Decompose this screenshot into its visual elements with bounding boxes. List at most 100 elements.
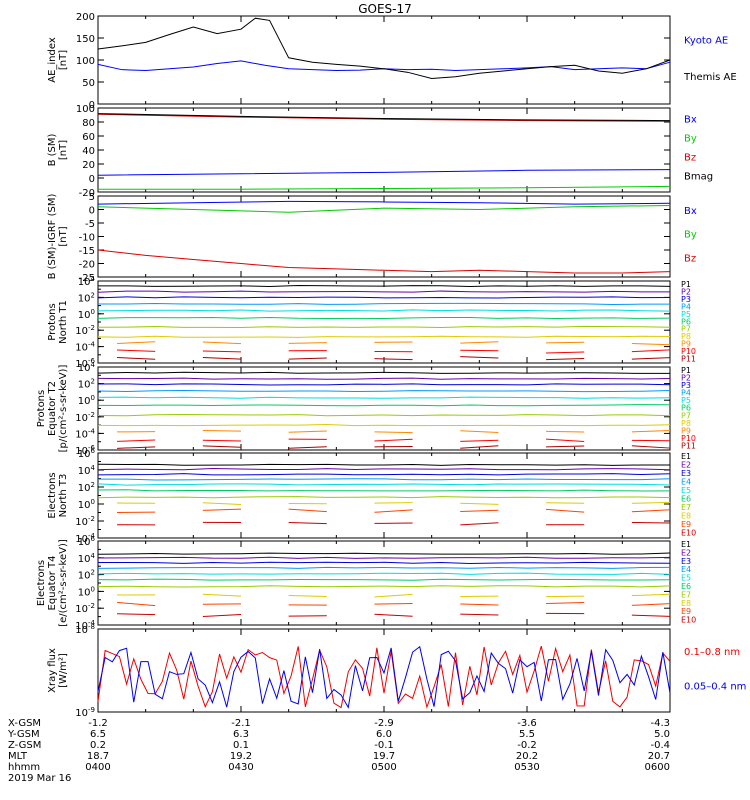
footer-value: 20.2 <box>516 751 538 762</box>
y-tick-exponent: -4 <box>88 341 96 349</box>
legend-entry: Themis AE <box>683 72 737 83</box>
channel-line-E5 <box>97 572 671 575</box>
y-axis-label-line: B (SM) <box>47 133 58 166</box>
footer-value: 5.5 <box>519 729 535 740</box>
legend-channel: P7 <box>681 325 691 334</box>
y-tick-label: 104 <box>78 361 96 374</box>
y-tick-exponent: -2 <box>88 602 95 610</box>
channel-segment-E8 <box>546 502 585 504</box>
channel-segment-P10 <box>117 349 156 352</box>
footer-value: -0.4 <box>650 740 670 751</box>
channel-line-P8 <box>97 335 671 338</box>
legend-entry: Bmag <box>684 172 713 183</box>
y-tick-label: 10-4 <box>75 427 95 440</box>
channel-segment-P9 <box>631 430 671 433</box>
channel-segment-E10 <box>288 522 327 525</box>
footer-date: 2019 Mar 16 <box>8 773 71 784</box>
y-axis-label-line: [W/m²] <box>58 653 69 688</box>
ephemeris-footer: X-GSM -1.2 -2.1 -2.9 -3.6 -4.3 Y-GSM 6.5 6.3 6.0 5… <box>7 718 670 784</box>
y-tick-label: 0 <box>89 100 95 111</box>
panel-frame <box>97 15 671 105</box>
channel-segment-P9 <box>631 343 671 346</box>
channel-segment-E9 <box>374 509 413 513</box>
channel-segment-E8 <box>288 595 327 598</box>
y-axis-label-line: [nT] <box>58 226 69 246</box>
channel-segment-P9 <box>546 341 585 344</box>
legend-channel: E7 <box>681 590 691 599</box>
channel-segment-E10 <box>631 614 671 617</box>
footer-value: 0500 <box>371 762 396 773</box>
legend-channel: P10 <box>681 434 696 443</box>
footer-row-label: X-GSM <box>8 718 41 729</box>
y-tick-label: 200 <box>76 12 95 23</box>
y-tick-label: 100 <box>78 308 95 321</box>
y-tick-exponent: -2 <box>88 411 95 419</box>
channel-segment-P10 <box>117 439 156 442</box>
legend-channel: E10 <box>681 529 696 538</box>
y-tick-label: 5 <box>89 192 95 203</box>
channel-segment-E8 <box>374 593 413 598</box>
y-tick-label: 104 <box>78 464 96 477</box>
channel-segment-P10 <box>546 351 585 354</box>
y-tick-label: -5 <box>85 219 95 230</box>
legend-channel: P2 <box>681 374 691 383</box>
footer-row-label: MLT <box>8 751 28 762</box>
channel-segment-P11 <box>546 357 585 361</box>
y-axis-label-line: North T1 <box>58 300 69 344</box>
y-tick-exponent: -4 <box>88 532 96 540</box>
legend-channel: E7 <box>681 503 691 512</box>
y-tick-label: 100 <box>78 498 95 511</box>
y-tick-exponent: -4 <box>88 427 96 435</box>
y-tick-label: 0 <box>89 206 95 217</box>
y-axis-label: ProtonsEquator T2[p/(cm²-s-sr-keV)] <box>36 365 69 453</box>
legend-entry: By <box>684 230 697 241</box>
channel-segment-E9 <box>374 602 413 605</box>
y-tick-exponent: -4 <box>88 619 96 627</box>
y-tick-exponent: 4 <box>91 552 96 560</box>
channel-line-E3 <box>97 473 671 476</box>
y-tick-exponent: 4 <box>91 275 96 283</box>
legend-channel: P5 <box>681 396 691 405</box>
legend-channel: P4 <box>681 389 691 398</box>
footer-value: 0.1 <box>233 740 249 751</box>
channel-segment-P11 <box>288 357 327 360</box>
channel-line-P3 <box>97 296 671 299</box>
y-axis-label: Xray flux[W/m²] <box>47 648 69 693</box>
channel-line-E3 <box>97 561 671 564</box>
panel-frame <box>97 366 671 451</box>
legend-entry: Kyoto AE <box>684 36 728 47</box>
y-tick-exponent: 6 <box>91 447 96 455</box>
footer-value: 6.5 <box>90 729 106 740</box>
legend-channel: E3 <box>681 469 691 478</box>
panel-bsm: -20 0 20 40 60 80 100 B (SM)[nT] Bx By Bz Bmag <box>47 104 713 199</box>
legend-channel: P6 <box>681 404 691 413</box>
legend-channel: P2 <box>681 287 691 296</box>
channel-segment-P10 <box>631 349 671 353</box>
legend-channel: P4 <box>681 302 691 311</box>
channel-segment-P9 <box>546 430 585 433</box>
series-line-bx <box>97 169 671 176</box>
legend-channel: E6 <box>681 495 691 504</box>
legend-entry: Bx <box>684 206 697 217</box>
channel-segment-P10 <box>202 439 242 442</box>
channel-segment-E10 <box>460 522 499 526</box>
footer-value: 6.0 <box>376 729 392 740</box>
channel-line-E1 <box>97 463 671 466</box>
footer-value: 0430 <box>228 762 253 773</box>
channel-line-P2 <box>97 290 671 293</box>
footer-value: 18.7 <box>87 751 109 762</box>
series-line-by <box>98 185 671 190</box>
legend-channel: P11 <box>681 441 696 450</box>
series-line-bz <box>97 113 671 122</box>
channel-segment-P10 <box>460 349 499 352</box>
y-tick-label: 10-2 <box>75 324 95 337</box>
footer-value: -2.1 <box>231 718 251 729</box>
y-tick-label: 100 <box>78 394 95 407</box>
channel-line-E4 <box>97 566 671 569</box>
footer-value: 19.2 <box>230 751 252 762</box>
legend-channel: P1 <box>681 280 691 289</box>
channel-segment-E8 <box>631 593 671 597</box>
series-line-bx <box>97 200 671 205</box>
y-axis-label-line: Protons <box>36 390 47 427</box>
